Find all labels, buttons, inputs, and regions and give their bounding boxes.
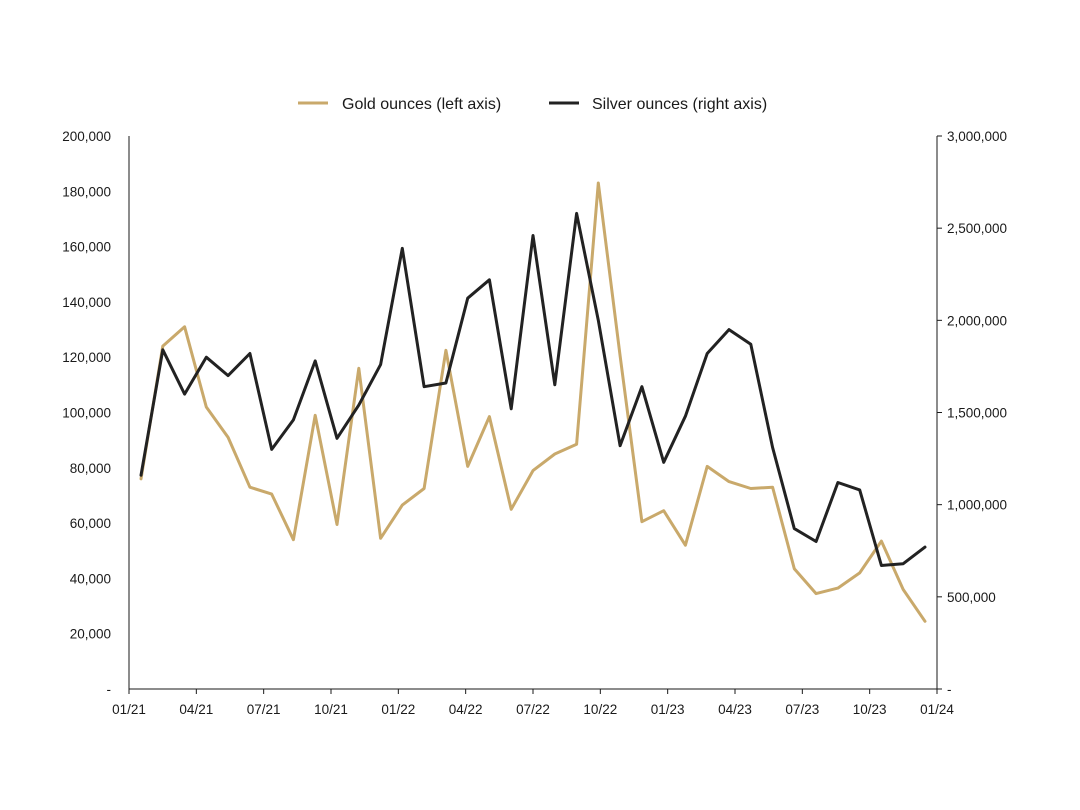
x-tick-label: 01/24 [920,702,954,717]
left-tick-label: 120,000 [62,350,111,365]
x-tick-label: 04/21 [179,702,213,717]
x-tick-label: 01/21 [112,702,146,717]
x-axis-ticks: 01/21 04/21 07/21 10/21 01/22 04/22 07/22 10/22… [112,689,954,717]
legend: Gold ounces (left axis) Silver ounces (r… [298,96,767,113]
right-tick-label: 2,500,000 [947,221,1007,236]
x-tick-label: 10/23 [853,702,887,717]
gold-series-line [139,181,927,623]
left-tick-label: 80,000 [70,461,111,476]
left-tick-label: 180,000 [62,184,111,199]
x-tick-label: 04/23 [718,702,752,717]
x-tick-label: 07/22 [516,702,550,717]
left-tick-label: 140,000 [62,295,111,310]
left-tick-label: 40,000 [70,571,111,586]
x-tick-label: 10/22 [583,702,617,717]
x-tick-label: 07/23 [785,702,819,717]
legend-label-silver: Silver ounces (right axis) [592,96,767,113]
left-axis-ticks: - 20,000 40,000 60,000 80,000 100,000 120,000 1… [62,129,111,697]
right-tick-label: 500,000 [947,590,996,605]
right-tick-label: 1,500,000 [947,406,1007,421]
silver-series-line [139,211,927,567]
x-tick-label: 10/21 [314,702,348,717]
x-tick-label: 01/23 [651,702,685,717]
left-tick-label: 100,000 [62,406,111,421]
x-tick-label: 04/22 [449,702,483,717]
left-tick-label: 60,000 [70,516,111,531]
right-tick-label: 2,000,000 [947,313,1007,328]
right-tick-label: 3,000,000 [947,129,1007,144]
left-tick-label: 200,000 [62,129,111,144]
legend-label-gold: Gold ounces (left axis) [342,96,501,113]
x-tick-label: 01/22 [381,702,415,717]
right-tick-label: 1,000,000 [947,498,1007,513]
series-layer [139,181,927,623]
x-tick-label: 07/21 [247,702,281,717]
left-tick-label: - [107,682,112,697]
left-tick-label: 160,000 [62,240,111,255]
right-axis-ticks: - 500,000 1,000,000 1,500,000 2,000,000 2,500… [937,129,1007,697]
left-tick-label: 20,000 [70,627,111,642]
right-tick-label: - [947,682,952,697]
